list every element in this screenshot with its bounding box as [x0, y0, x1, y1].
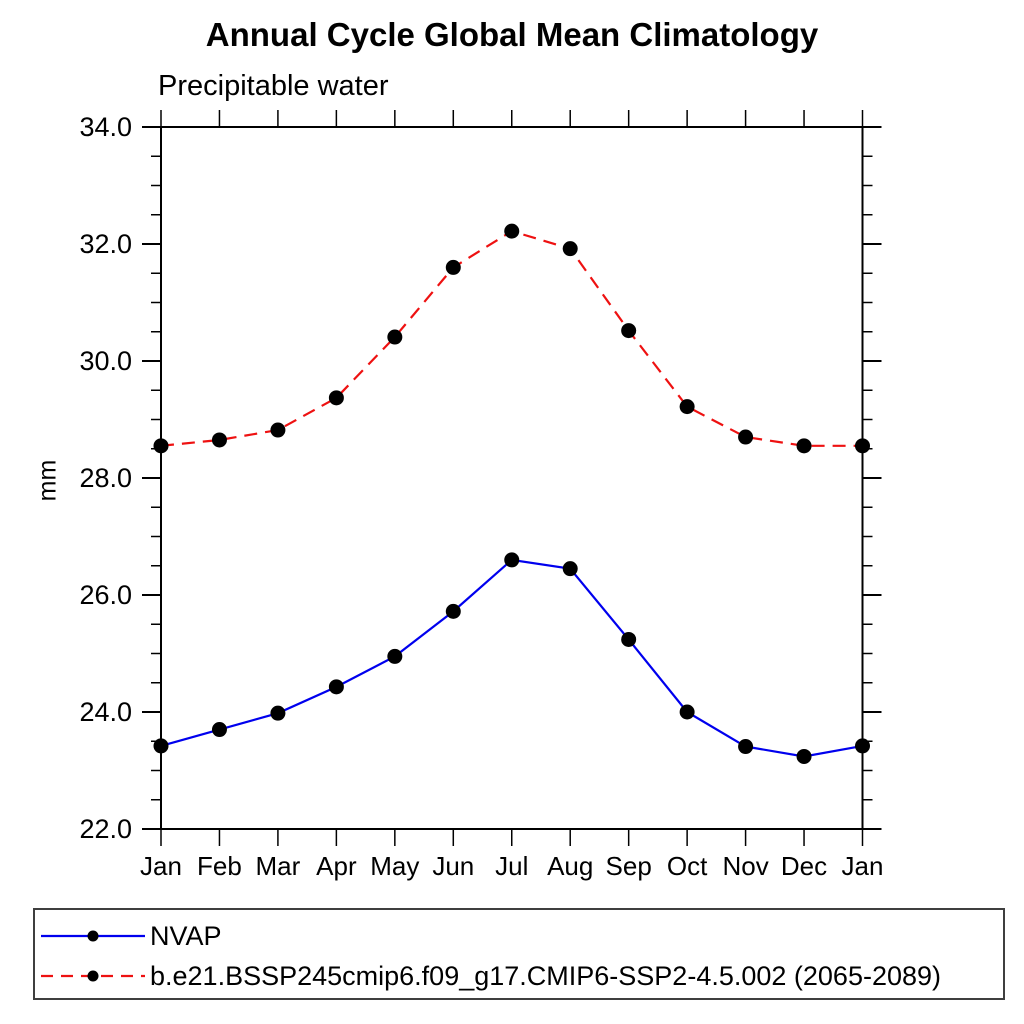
data-point-marker	[504, 223, 520, 239]
y-tick-label: 30.0	[79, 346, 132, 376]
x-tick-label: Jan	[140, 851, 182, 881]
data-point-marker	[562, 241, 578, 257]
x-tick-label: Jan	[841, 851, 884, 881]
x-tick-label: Jun	[432, 851, 475, 881]
y-tick-label: 28.0	[79, 463, 132, 493]
data-point-marker	[445, 603, 461, 619]
data-point-marker	[445, 259, 461, 275]
x-tick-label: Mar	[255, 851, 301, 881]
data-point-marker	[387, 648, 403, 664]
data-point-marker	[679, 399, 695, 415]
data-point-marker	[153, 738, 169, 754]
y-tick-label: 34.0	[79, 112, 132, 142]
data-point-marker	[621, 323, 637, 339]
data-point-marker	[270, 705, 286, 721]
data-point-marker	[328, 390, 344, 406]
x-tick-label: Feb	[197, 851, 242, 881]
legend-label: b.e21.BSSP245cmip6.f09_g17.CMIP6-SSP2-4.…	[150, 961, 942, 991]
legend-label: NVAP	[150, 921, 222, 951]
series-line-1	[160, 229, 863, 447]
x-tick-label: Aug	[547, 851, 594, 881]
data-point-marker	[211, 432, 227, 448]
x-tick-label: Sep	[605, 851, 652, 881]
data-point-marker	[679, 704, 695, 720]
y-tick-label: 26.0	[79, 580, 132, 610]
x-tick-label: May	[370, 851, 420, 881]
data-point-marker	[211, 722, 227, 738]
data-point-marker	[796, 438, 812, 454]
series-line-0	[160, 558, 863, 758]
data-point-marker	[738, 429, 754, 445]
data-point-marker	[328, 679, 344, 695]
data-point-marker	[504, 552, 520, 568]
y-tick-label: 22.0	[79, 814, 132, 844]
legend-item-1: b.e21.BSSP245cmip6.f09_g17.CMIP6-SSP2-4.…	[41, 962, 941, 990]
data-point-marker	[796, 748, 812, 764]
x-tick-label: Jul	[495, 851, 529, 881]
x-tick-label: Apr	[316, 851, 357, 881]
chart-title: Annual Cycle Global Mean Climatology	[205, 16, 819, 53]
data-point-marker	[387, 329, 403, 345]
y-tick-label: 32.0	[79, 229, 132, 259]
x-tick-label: Oct	[666, 851, 708, 881]
data-point-marker	[738, 739, 754, 755]
x-tick-label: Nov	[722, 851, 769, 881]
legend-item-0: NVAP	[41, 922, 222, 950]
data-point-marker	[270, 422, 286, 438]
data-point-marker	[153, 438, 169, 454]
x-tick-label: Dec	[780, 851, 828, 881]
legend-marker	[41, 930, 145, 942]
legend: NVAP b.e21.BSSP245cmip6.f09_g17.CMIP6-SSP…	[33, 908, 1005, 1000]
legend-dot	[87, 930, 99, 942]
data-point-marker	[621, 631, 637, 647]
legend-marker	[41, 970, 145, 982]
data-point-marker	[855, 738, 870, 754]
data-point-marker	[562, 561, 578, 577]
data-point-marker	[855, 438, 870, 454]
chart-subtitle: Precipitable water	[158, 70, 389, 102]
legend-dot	[87, 970, 99, 982]
y-tick-label: 24.0	[79, 697, 132, 727]
